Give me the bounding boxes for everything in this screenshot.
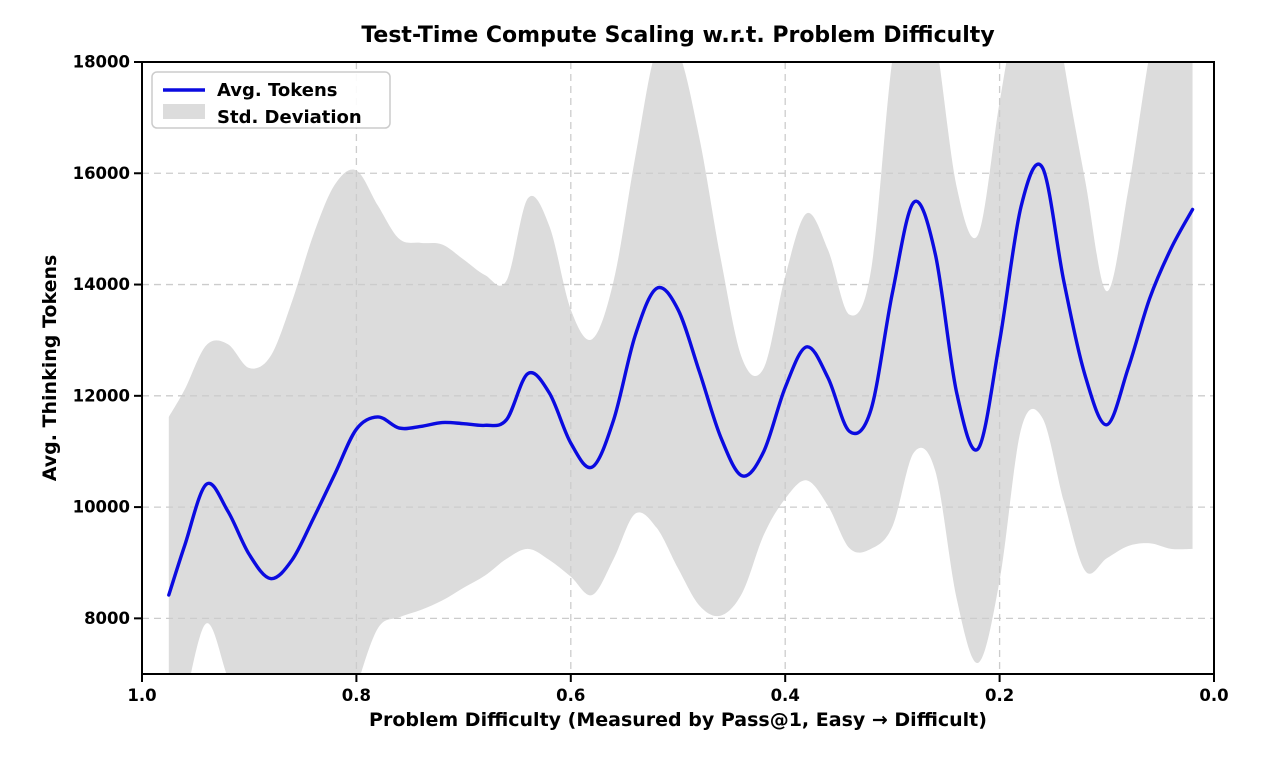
x-tick-label: 0.0: [1199, 686, 1228, 705]
y-tick-label: 8000: [84, 609, 130, 628]
y-axis-label: Avg. Thinking Tokens: [39, 255, 61, 482]
y-tick-label: 18000: [73, 53, 130, 72]
avg-tokens-line: [167, 162, 1195, 597]
legend: Avg. Tokens Std. Deviation: [151, 71, 391, 129]
x-tick-label: 0.4: [771, 686, 800, 705]
legend-box: [151, 71, 391, 129]
axes-spines: [141, 61, 1215, 675]
y-tick-label: 16000: [73, 164, 130, 183]
std-deviation-band: [168, 62, 1193, 674]
y-tick-label: 14000: [73, 275, 130, 294]
x-tick-label: 1.0: [127, 686, 156, 705]
legend-label-avg-tokens: Avg. Tokens: [217, 80, 338, 101]
legend-label-std-deviation: Std. Deviation: [217, 107, 362, 128]
tick-labels: 8000 10000 12000 14000 16000 18000 1.0 0.8 0.6 0.…: [73, 53, 1229, 706]
y-tick-label: 10000: [73, 498, 130, 517]
tick-marks: [134, 61, 1215, 682]
y-tick-label: 12000: [73, 386, 130, 405]
x-tick-label: 0.8: [342, 686, 371, 705]
grid-lines: [142, 62, 1214, 674]
legend-patch-sample: [163, 104, 205, 119]
chart-title: Test-Time Compute Scaling w.r.t. Problem…: [361, 23, 994, 48]
x-tick-label: 0.6: [556, 686, 585, 705]
x-tick-label: 0.2: [985, 686, 1014, 705]
x-axis-label: Problem Difficulty (Measured by Pass@1, …: [369, 709, 987, 731]
